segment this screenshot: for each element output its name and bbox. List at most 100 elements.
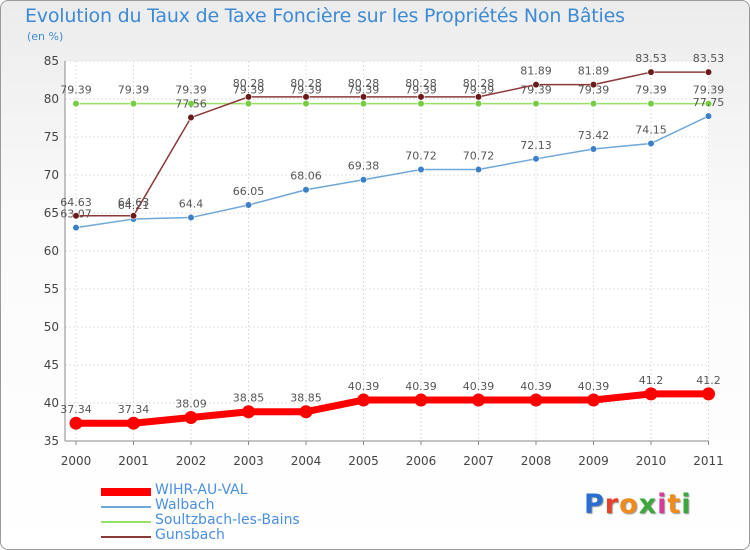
series-line bbox=[75, 115, 709, 229]
data-label: 38.09 bbox=[175, 398, 207, 411]
data-label: 79.39 bbox=[175, 84, 207, 97]
data-label: 64.4 bbox=[179, 198, 204, 211]
proxiti-logo: Proxiti bbox=[584, 489, 692, 520]
legend-swatch bbox=[101, 521, 151, 523]
legend-swatch bbox=[101, 488, 151, 496]
data-label: 69.38 bbox=[348, 160, 380, 173]
data-label: 77.56 bbox=[175, 98, 207, 111]
series-gunsbach: 64.63 64.63 77.56 80.28 80.28 80.28 80.28 80.28… bbox=[60, 52, 725, 220]
data-point bbox=[244, 201, 253, 209]
logo-letter: i bbox=[681, 489, 692, 520]
data-label: 80.28 bbox=[290, 77, 322, 90]
data-label: 38.85 bbox=[290, 392, 322, 405]
data-point bbox=[359, 100, 368, 108]
data-label: 68.06 bbox=[290, 170, 322, 183]
data-point bbox=[129, 212, 138, 220]
x-tick-label: 2001 bbox=[118, 454, 149, 468]
data-point bbox=[647, 139, 655, 148]
logo-letter: P bbox=[584, 489, 605, 520]
y-tick-label: 55 bbox=[44, 282, 59, 296]
logo-letter: r bbox=[604, 489, 620, 520]
x-tick-label: 2008 bbox=[521, 454, 552, 468]
data-label: 79.39 bbox=[693, 84, 725, 97]
data-label: 66.05 bbox=[233, 185, 265, 198]
series-soultzbach-les-bains: 79.39 79.39 79.39 79.39 79.39 79.39 79.39 79.39… bbox=[60, 84, 725, 108]
x-tick-label: 2009 bbox=[578, 454, 609, 468]
data-label: 40.39 bbox=[348, 380, 380, 393]
data-point bbox=[72, 224, 80, 232]
x-tick-label: 2007 bbox=[463, 454, 494, 468]
data-point bbox=[472, 393, 485, 407]
y-tick-label: 60 bbox=[44, 244, 59, 258]
data-point bbox=[244, 93, 253, 101]
data-label: 81.89 bbox=[520, 65, 552, 78]
data-label: 73.42 bbox=[578, 129, 610, 142]
data-label: 70.72 bbox=[405, 150, 437, 163]
data-label: 64.63 bbox=[60, 196, 92, 209]
logo-letter: t bbox=[667, 489, 682, 520]
data-point bbox=[72, 212, 80, 220]
data-label: 80.28 bbox=[233, 77, 265, 90]
data-point bbox=[127, 416, 140, 430]
y-tick-label: 75 bbox=[44, 130, 59, 144]
data-label: 79.39 bbox=[635, 84, 667, 97]
x-tick-label: 2004 bbox=[291, 454, 322, 468]
data-point bbox=[589, 145, 598, 153]
data-label: 64.63 bbox=[118, 196, 150, 209]
data-point bbox=[187, 113, 195, 122]
data-point bbox=[184, 411, 198, 425]
data-point bbox=[474, 100, 483, 108]
data-label: 79.39 bbox=[578, 84, 610, 97]
data-point bbox=[474, 93, 483, 101]
x-tick-label: 2000 bbox=[61, 454, 92, 468]
data-point bbox=[702, 387, 715, 401]
data-label: 70.72 bbox=[463, 150, 495, 163]
legend-label: WIHR-AU-VAL bbox=[155, 482, 248, 498]
y-tick-label: 50 bbox=[44, 320, 59, 334]
data-label: 41.2 bbox=[696, 374, 721, 387]
legend-label: Gunsbach bbox=[155, 527, 225, 543]
data-point bbox=[589, 81, 598, 89]
data-label: 79.39 bbox=[463, 84, 495, 97]
x-tick-label: 2010 bbox=[636, 454, 667, 468]
data-point bbox=[72, 100, 80, 108]
data-point bbox=[647, 100, 655, 108]
x-tick-label: 2011 bbox=[693, 454, 724, 468]
series-line bbox=[76, 71, 709, 217]
data-point bbox=[532, 155, 540, 163]
data-label: 37.34 bbox=[60, 403, 92, 416]
chart-title: Evolution du Taux de Taxe Foncière sur l… bbox=[25, 5, 625, 27]
data-label: 40.39 bbox=[405, 380, 437, 393]
data-point bbox=[357, 393, 370, 407]
data-point bbox=[532, 100, 540, 108]
data-label: 37.34 bbox=[118, 403, 150, 416]
data-label: 40.39 bbox=[520, 380, 552, 393]
y-tick-label: 85 bbox=[44, 54, 59, 68]
data-label: 79.39 bbox=[60, 84, 92, 97]
data-point bbox=[417, 93, 425, 101]
data-point bbox=[587, 393, 600, 407]
data-label: 74.15 bbox=[635, 123, 667, 136]
data-label: 83.53 bbox=[693, 52, 725, 65]
y-tick-label: 35 bbox=[44, 434, 59, 448]
logo-letter: x bbox=[638, 489, 658, 520]
data-point bbox=[244, 100, 253, 108]
data-label: 79.39 bbox=[290, 84, 322, 97]
x-tick-label: 2002 bbox=[176, 454, 207, 468]
data-point bbox=[187, 213, 195, 222]
data-point bbox=[302, 100, 310, 108]
data-point bbox=[414, 393, 428, 407]
data-point bbox=[417, 100, 425, 108]
data-point bbox=[529, 393, 543, 407]
data-point bbox=[359, 93, 368, 101]
data-label: 80.28 bbox=[348, 77, 380, 90]
data-point bbox=[704, 68, 713, 76]
data-point bbox=[704, 100, 713, 108]
data-point bbox=[69, 416, 83, 430]
legend-label: Soultzbach-les-Bains bbox=[155, 512, 300, 528]
data-point bbox=[589, 100, 598, 108]
chart-subtitle: (en %) bbox=[27, 30, 64, 43]
y-tick-label: 45 bbox=[44, 358, 59, 372]
